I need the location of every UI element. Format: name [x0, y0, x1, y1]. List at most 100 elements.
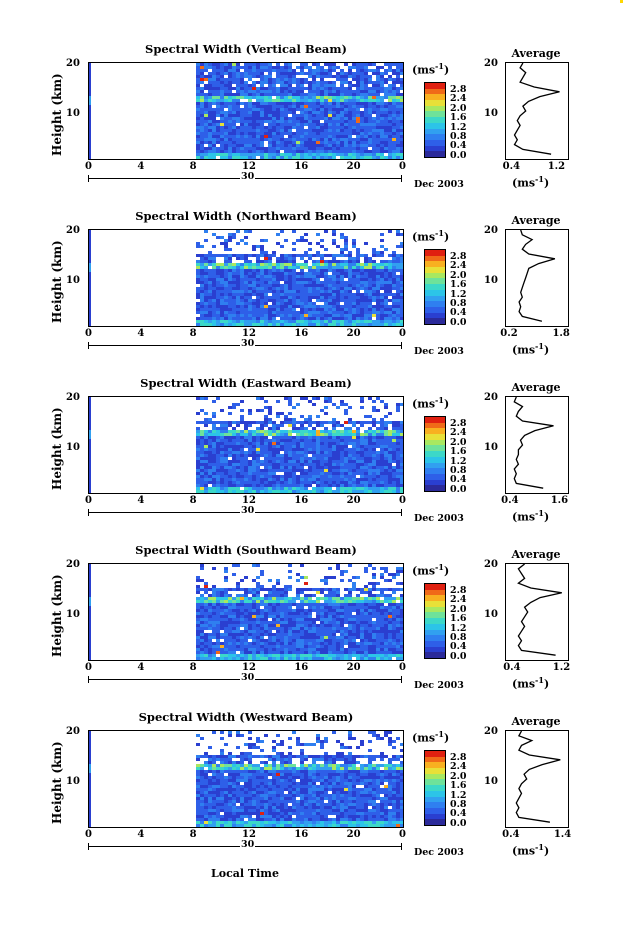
heatmap-cell	[220, 433, 224, 436]
heatmap-cell	[356, 454, 360, 457]
heatmap-cell	[316, 397, 320, 400]
heatmap-cell	[328, 290, 332, 293]
heatmap-cell	[340, 308, 344, 311]
heatmap-cell	[380, 481, 384, 484]
heatmap-cell	[224, 129, 228, 132]
heatmap-cell	[256, 281, 260, 284]
heatmap-cell	[356, 430, 360, 433]
heatmap-cell	[348, 451, 352, 454]
heatmap-cell	[280, 457, 284, 460]
heatmap-cell	[308, 75, 312, 78]
heatmap-cell	[332, 314, 336, 317]
heatmap-cell	[372, 69, 376, 72]
heatmap-cell	[372, 466, 376, 469]
heatmap-cell	[240, 84, 244, 87]
heatmap-cell	[356, 469, 360, 472]
heatmap-cell	[292, 484, 296, 487]
heatmap-cell	[200, 132, 204, 135]
heatmap-cell	[284, 105, 288, 108]
heatmap-cell	[376, 320, 380, 323]
heatmap-cell	[348, 153, 352, 156]
heatmap-cell	[89, 311, 91, 314]
heatmap-cell	[224, 78, 228, 81]
heatmap-cell	[280, 320, 284, 323]
heatmap-cell	[324, 90, 328, 93]
heatmap-cell	[324, 293, 328, 296]
heatmap-cell	[360, 317, 364, 320]
heatmap-cell	[364, 275, 368, 278]
heatmap-cell	[204, 624, 208, 627]
heatmap-cell	[320, 254, 324, 257]
heatmap-cell	[268, 99, 272, 102]
heatmap-cell	[356, 260, 360, 263]
heatmap-cell	[324, 484, 328, 487]
heatmap-cell	[344, 239, 348, 242]
heatmap-cell	[220, 481, 224, 484]
heatmap-cell	[300, 478, 304, 481]
heatmap-cell	[316, 266, 320, 269]
heatmap-cell	[380, 484, 384, 487]
heatmap-cell	[312, 120, 316, 123]
heatmap-cell	[204, 439, 208, 442]
heatmap-cell	[380, 281, 384, 284]
heatmap-cell	[316, 448, 320, 451]
heatmap-cell	[252, 141, 256, 144]
heatmap-cell	[252, 430, 256, 433]
heatmap-cell	[240, 302, 244, 305]
heatmap-cell	[252, 105, 256, 108]
heatmap-cell	[224, 436, 228, 439]
heatmap-cell	[240, 284, 244, 287]
heatmap-cell	[224, 439, 228, 442]
heatmap-cell	[248, 478, 252, 481]
heatmap-cell	[384, 72, 388, 75]
heatmap-cell	[296, 239, 300, 242]
heatmap-cell	[368, 290, 372, 293]
heatmap-cell	[228, 102, 232, 105]
heatmap-cell	[272, 633, 276, 636]
heatmap-cell	[304, 463, 308, 466]
heatmap-cell	[264, 633, 268, 636]
heatmap-cell	[252, 275, 256, 278]
heatmap-cell	[260, 254, 264, 257]
heatmap-cell	[400, 132, 403, 135]
heatmap-cell	[388, 487, 392, 490]
heatmap-cell	[89, 397, 91, 400]
heatmap-cell	[328, 400, 332, 403]
heatmap-cell	[228, 642, 232, 645]
heatmap-cell	[344, 248, 348, 251]
heatmap-cell	[256, 463, 260, 466]
heatmap-cell	[244, 66, 248, 69]
heatmap-cell	[89, 436, 91, 439]
heatmap-cell	[348, 141, 352, 144]
heatmap-cell	[300, 487, 304, 490]
heatmap-cell	[296, 120, 300, 123]
heatmap-cell	[380, 466, 384, 469]
heatmap-cell	[204, 66, 208, 69]
heatmap-cell	[200, 323, 204, 326]
heatmap-cell	[204, 123, 208, 126]
heatmap-cell	[248, 305, 252, 308]
heatmap-cell	[392, 126, 396, 129]
heatmap-cell	[252, 439, 256, 442]
heatmap-cell	[352, 424, 356, 427]
heatmap-cell	[256, 299, 260, 302]
heatmap-cell	[280, 439, 284, 442]
heatmap-cell	[384, 102, 388, 105]
heatmap-cell	[396, 302, 400, 305]
heatmap-cell	[324, 263, 328, 266]
heatmap-cell	[332, 311, 336, 314]
heatmap-cell	[264, 657, 268, 660]
heatmap-cell	[372, 305, 376, 308]
heatmap-cell	[260, 654, 264, 657]
heatmap-cell	[264, 305, 268, 308]
heatmap-cell	[292, 609, 296, 612]
heatmap-cell	[328, 287, 332, 290]
heatmap-cell	[304, 436, 308, 439]
heatmap-cell	[360, 272, 364, 275]
heatmap-cell	[328, 421, 332, 424]
heatmap-cell	[240, 481, 244, 484]
heatmap-cell	[89, 308, 91, 311]
heatmap-cell	[328, 457, 332, 460]
heatmap-cell	[376, 484, 380, 487]
heatmap-cell	[252, 132, 256, 135]
